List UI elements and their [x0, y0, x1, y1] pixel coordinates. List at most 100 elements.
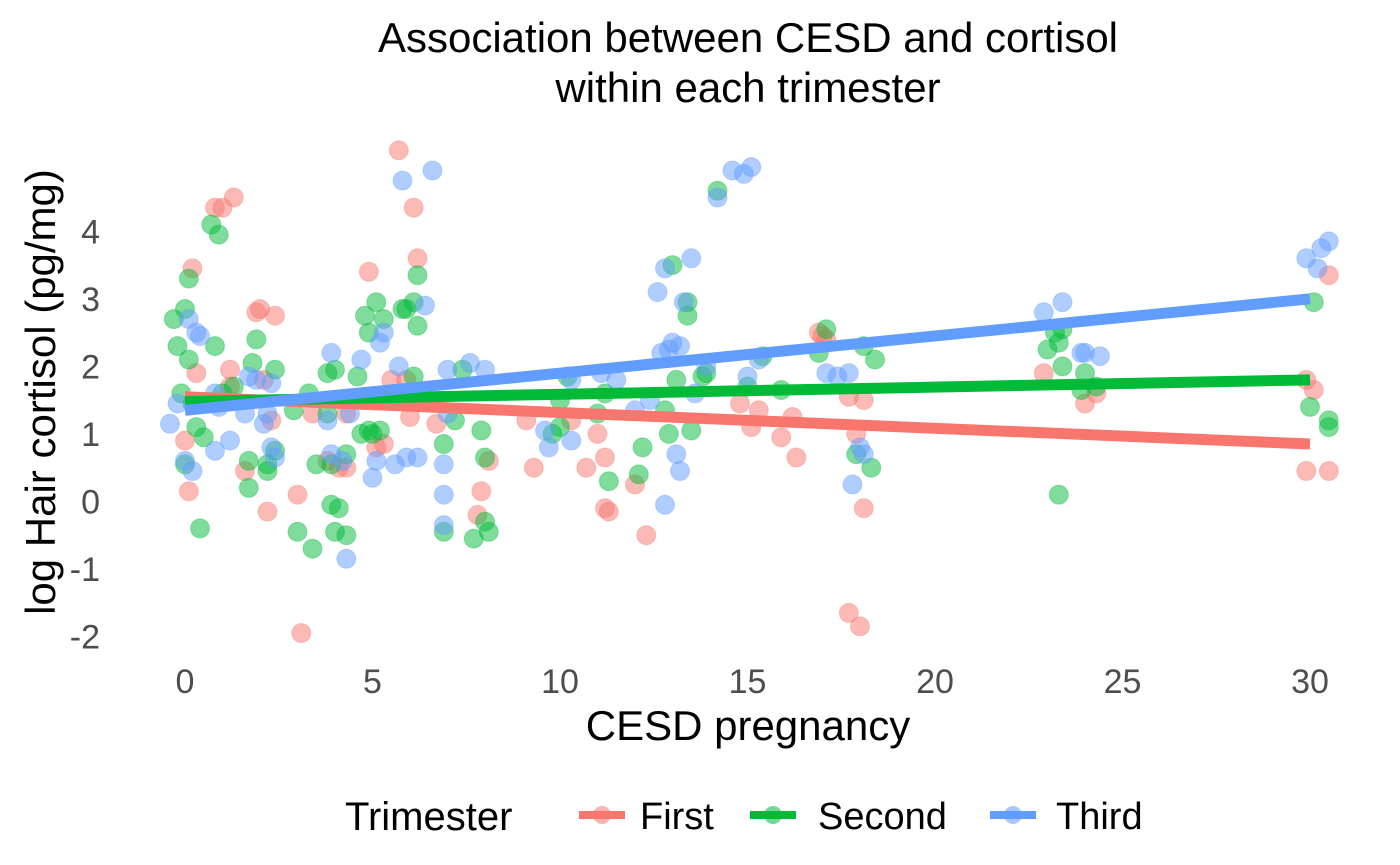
fit-lines-layer [184, 293, 1311, 450]
x-tick-label: 10 [541, 663, 579, 701]
point-first-41 [595, 447, 615, 468]
point-third-39 [433, 454, 454, 475]
point-first-65 [1296, 461, 1317, 481]
point-second-16 [238, 477, 259, 498]
point-first-39 [576, 457, 597, 478]
point-third-76 [853, 444, 874, 465]
point-third-31 [388, 356, 409, 377]
point-second-62 [475, 511, 495, 532]
legend-item-second: Second [750, 796, 947, 838]
chart-title-line-1: Association between CESD and cortisol [378, 14, 1118, 61]
point-third-45 [538, 437, 559, 458]
x-tick-label: 30 [1291, 663, 1329, 701]
point-first-3 [178, 481, 199, 502]
point-third-44 [535, 420, 555, 441]
point-third-70 [737, 366, 758, 387]
point-second-71 [632, 437, 653, 458]
legend-key-point-second [764, 806, 782, 824]
y-tick-label: 4 [81, 213, 100, 251]
point-first-27 [388, 140, 409, 161]
point-second-96 [1052, 356, 1073, 377]
point-second-94 [1048, 484, 1069, 505]
point-third-61 [673, 292, 694, 313]
point-first-31 [407, 248, 428, 269]
point-second-73 [658, 423, 679, 444]
point-third-32 [392, 170, 413, 191]
point-second-78 [681, 420, 702, 441]
point-third-26 [362, 467, 383, 488]
point-second-6 [178, 349, 199, 370]
point-third-34 [415, 295, 435, 316]
point-third-55 [655, 494, 675, 515]
x-tick-label: 0 [176, 663, 195, 701]
point-third-54 [655, 258, 675, 279]
x-tick-label: 15 [729, 663, 767, 701]
fit-line-first [184, 391, 1311, 450]
point-third-23 [336, 548, 357, 569]
point-second-90 [865, 349, 885, 370]
x-tick-label: 25 [1104, 663, 1142, 701]
point-second-35 [328, 498, 349, 519]
legend-title: Trimester [345, 795, 512, 839]
point-third-35 [407, 447, 428, 468]
point-second-53 [407, 265, 428, 286]
point-first-51 [786, 447, 807, 468]
point-third-73 [838, 363, 859, 384]
point-first-58 [850, 616, 870, 637]
x-tick-label: 5 [363, 663, 382, 701]
fit-line-third [184, 293, 1311, 416]
point-second-10 [193, 427, 214, 448]
point-first-14 [265, 305, 285, 326]
point-first-49 [771, 427, 792, 448]
point-first-60 [853, 498, 874, 519]
x-tick-label: 20 [916, 663, 954, 701]
point-first-46 [730, 393, 750, 414]
point-second-59 [471, 420, 492, 441]
y-axis-title: log Hair cortisol (pg/mg) [17, 169, 64, 615]
y-tick-label: -2 [70, 619, 100, 657]
point-third-40 [437, 359, 458, 380]
point-third-78 [1052, 292, 1073, 313]
point-third-37 [433, 515, 454, 536]
point-third-59 [670, 336, 690, 357]
point-first-12 [257, 501, 278, 522]
point-third-81 [1090, 346, 1110, 367]
legend-item-first: First [579, 796, 714, 838]
point-first-30 [403, 197, 424, 218]
point-second-5 [178, 268, 199, 289]
legend-item-third: Third [990, 796, 1143, 838]
point-third-38 [433, 484, 454, 505]
point-first-17 [291, 623, 312, 644]
point-second-27 [302, 538, 323, 559]
legend-label-second: Second [818, 796, 947, 838]
point-third-77 [1033, 302, 1054, 323]
point-third-0 [160, 413, 180, 434]
point-first-23 [358, 261, 379, 282]
legend-label-third: Third [1056, 796, 1143, 838]
fit-line-second [184, 374, 1311, 407]
point-third-10 [220, 430, 240, 451]
y-axis-ticks: -2 -1 0 1 2 3 4 [70, 213, 100, 656]
point-first-45 [636, 525, 657, 546]
point-first-16 [287, 484, 308, 505]
point-second-12 [205, 336, 225, 357]
point-second-37 [336, 525, 357, 546]
point-first-7 [220, 359, 240, 380]
point-third-46 [561, 430, 582, 451]
point-third-58 [666, 444, 687, 465]
point-first-37 [523, 457, 544, 478]
point-third-22 [332, 450, 353, 471]
point-second-86 [816, 319, 837, 340]
point-first-34 [471, 481, 492, 502]
point-second-69 [598, 471, 619, 492]
point-third-36 [422, 160, 443, 181]
legend-key-point-first [593, 806, 611, 824]
point-third-19 [317, 410, 338, 431]
point-third-74 [842, 474, 863, 495]
y-tick-label: 1 [81, 416, 100, 454]
point-second-70 [628, 464, 649, 485]
point-second-60 [475, 447, 495, 468]
point-second-25 [287, 521, 308, 542]
x-axis-ticks: 0 5 10 15 20 25 30 [176, 663, 1329, 701]
point-first-56 [838, 602, 859, 623]
